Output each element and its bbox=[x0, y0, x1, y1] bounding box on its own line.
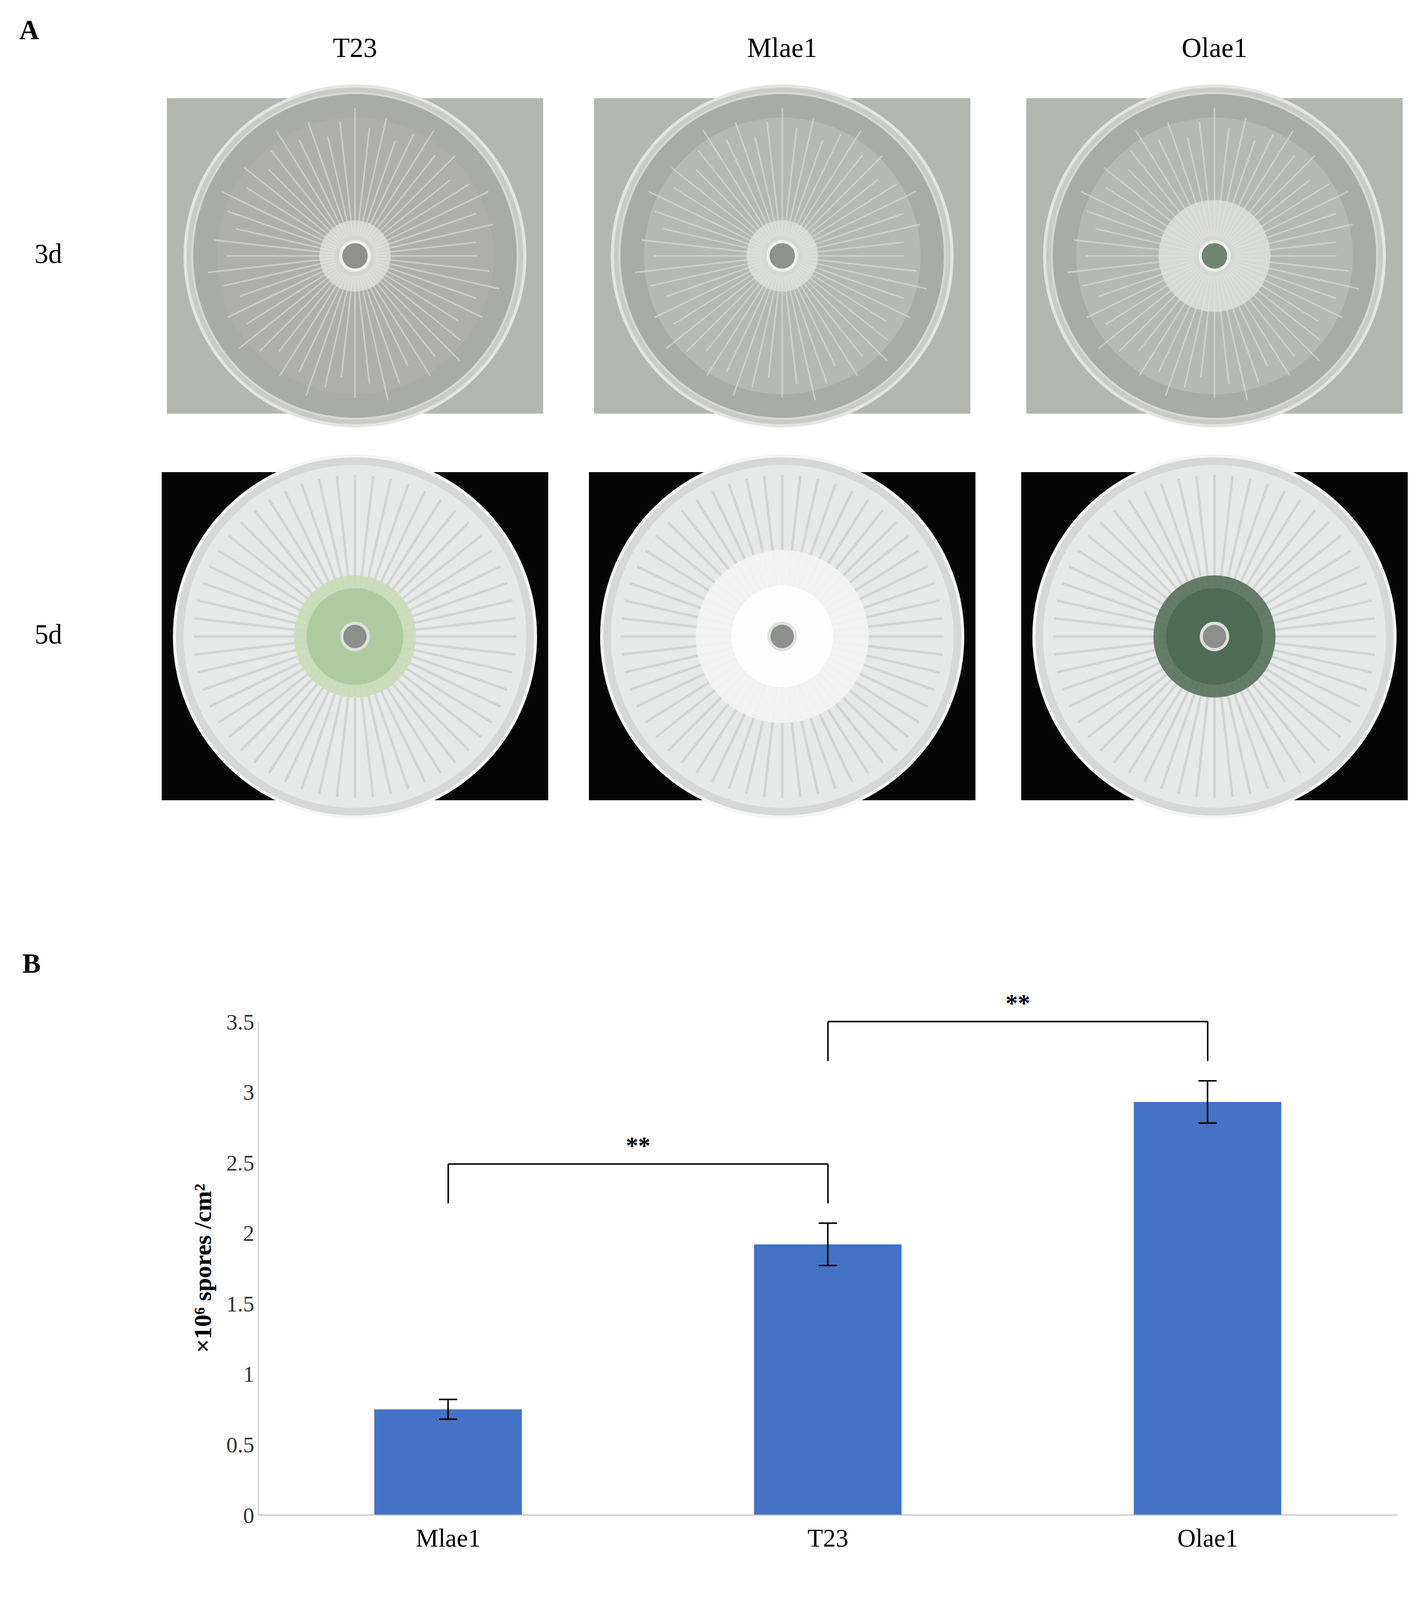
html-text:5d: 5d bbox=[34, 618, 63, 650]
svg-text:0.5: 0.5 bbox=[226, 1432, 255, 1458]
html-text:Olae1: Olae1 bbox=[1181, 32, 1248, 64]
svg-text:T23: T23 bbox=[807, 1523, 849, 1552]
svg-text:1: 1 bbox=[243, 1361, 255, 1387]
html-text:B: B bbox=[22, 947, 41, 979]
svg-text:0: 0 bbox=[243, 1502, 255, 1528]
svg-text:Olae1: Olae1 bbox=[1177, 1523, 1238, 1552]
svg-text:**: ** bbox=[1005, 989, 1030, 1017]
svg-text:2.5: 2.5 bbox=[226, 1150, 255, 1176]
html-text:3d: 3d bbox=[34, 238, 63, 270]
svg-text:3.5: 3.5 bbox=[226, 1009, 255, 1035]
html-text:A: A bbox=[19, 14, 40, 46]
svg-text:×10⁶ spores /cm²: ×10⁶ spores /cm² bbox=[189, 1183, 217, 1353]
svg-text:Mlae1: Mlae1 bbox=[415, 1523, 481, 1552]
svg-text:3: 3 bbox=[243, 1079, 255, 1105]
svg-text:**: ** bbox=[626, 1131, 651, 1159]
svg-text:1.5: 1.5 bbox=[226, 1291, 255, 1317]
html-text:Mlae1: Mlae1 bbox=[747, 32, 818, 64]
svg-text:2: 2 bbox=[243, 1220, 255, 1246]
html-text:T23: T23 bbox=[332, 32, 378, 64]
